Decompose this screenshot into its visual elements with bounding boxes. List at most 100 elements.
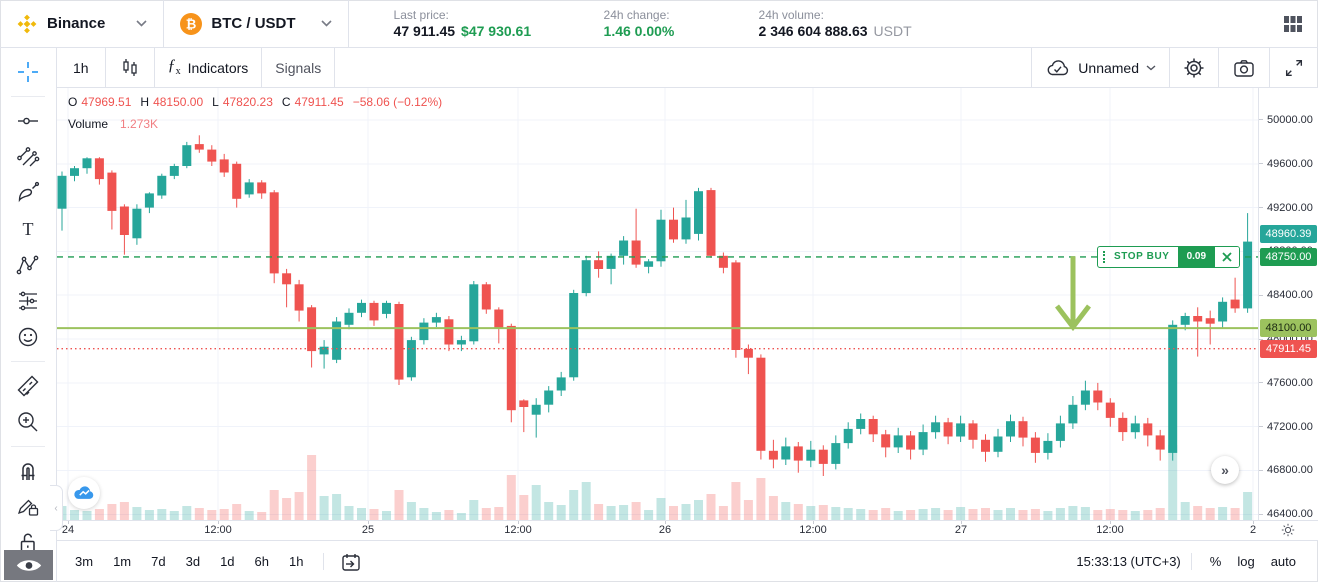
fib-tools-button[interactable]: [9, 139, 47, 175]
price-tick-mark: [1259, 339, 1263, 340]
chart-style-button[interactable]: [106, 48, 154, 87]
volume-bar: [606, 506, 616, 520]
fullscreen-button[interactable]: [1270, 48, 1318, 87]
volume-bar: [581, 482, 591, 520]
go-to-date-button[interactable]: [334, 551, 368, 573]
price-axis-badge[interactable]: 48750.00: [1260, 247, 1317, 266]
timeframe-3d[interactable]: 3d: [185, 554, 201, 569]
volume-bar: [1080, 507, 1090, 520]
candle-body: [94, 158, 104, 180]
candle-body: [644, 261, 654, 267]
volume-bar: [1105, 509, 1115, 520]
zoom-in-tool-button[interactable]: [9, 404, 47, 440]
pair-selector[interactable]: ₿ BTC / USDT: [164, 0, 347, 47]
volume-bar: [157, 509, 167, 520]
time-axis[interactable]: 24 12:00 25 12:00 26 12:00 27 12:00 2: [57, 520, 1318, 540]
order-quantity[interactable]: 0.09: [1177, 246, 1216, 267]
volume-bar: [931, 508, 941, 520]
volume-bar: [107, 504, 117, 520]
exchange-selector[interactable]: Binance: [0, 0, 163, 47]
volume-indicator-label[interactable]: Volume: [68, 117, 109, 131]
clock[interactable]: 15:33:13 (UTC+3): [1076, 554, 1181, 569]
volume-bar: [806, 506, 816, 520]
signals-button[interactable]: Signals: [262, 48, 334, 87]
drag-handle-icon[interactable]: [1103, 250, 1112, 263]
timeframe-1d[interactable]: 1d: [220, 554, 235, 569]
price-axis-badge[interactable]: 48100.00: [1260, 319, 1317, 338]
indicators-button[interactable]: ƒx Indicators: [155, 48, 262, 87]
candle-body: [132, 208, 142, 239]
volume-bar: [357, 508, 366, 520]
volume-bar: [756, 478, 766, 520]
timeframe-3m[interactable]: 3m: [75, 554, 94, 569]
pattern-tool-button[interactable]: [9, 247, 47, 283]
toolbar-separator: [11, 361, 45, 362]
time-tick-label: 26: [658, 524, 672, 536]
interval-button[interactable]: 1h: [57, 48, 105, 87]
volume-bar: [1180, 502, 1190, 520]
divider: [347, 0, 349, 47]
divider: [153, 48, 155, 87]
candle-body: [893, 435, 903, 448]
candle-body: [119, 206, 129, 235]
sun-icon[interactable]: [1280, 522, 1296, 538]
log-scale-button[interactable]: log: [1237, 554, 1255, 569]
stop-buy-order-tag[interactable]: STOP BUY 0.09: [1097, 245, 1241, 268]
chart-column: 1h ƒx Indicators Signals: [57, 48, 1318, 582]
candle-body: [1093, 390, 1103, 403]
price-axis-badge[interactable]: 48960.39: [1260, 224, 1317, 243]
price-axis-badge[interactable]: 47911.45: [1260, 339, 1317, 358]
layout-grid-icon[interactable]: [1281, 12, 1305, 36]
volume-bar: [1018, 510, 1028, 520]
chart-settings-button[interactable]: [1170, 48, 1218, 87]
price-lines[interactable]: [57, 256, 1258, 350]
text-tool-button[interactable]: T: [9, 211, 47, 247]
timeframe-7d[interactable]: 7d: [151, 554, 166, 569]
timeframe-6h[interactable]: 6h: [254, 554, 269, 569]
candle-body: [82, 158, 92, 169]
toolbar-collapse-handle[interactable]: ‹: [50, 485, 63, 531]
hide-drawings-button[interactable]: [4, 550, 53, 580]
candle-body: [144, 193, 154, 208]
magnet-mode-button[interactable]: [9, 453, 47, 489]
candle-body: [70, 168, 79, 176]
emoji-tool-button[interactable]: [9, 319, 47, 355]
volume-bar: [469, 500, 479, 520]
chart-logo[interactable]: [68, 477, 100, 509]
time-tick-label: 27: [954, 524, 968, 536]
volume-bar: [856, 509, 866, 520]
toolbar-separator: [11, 96, 45, 97]
crosshair-tool-button[interactable]: [9, 54, 47, 90]
volume-bar: [456, 513, 466, 520]
down-arrow-drawing[interactable]: [1055, 256, 1091, 332]
measure-tool-button[interactable]: [9, 368, 47, 404]
volume-bar: [1043, 511, 1053, 520]
divider: [1269, 48, 1270, 87]
timeframe-1m[interactable]: 1m: [113, 554, 132, 569]
volume-bars: [57, 445, 1253, 520]
layout-save-button[interactable]: Unnamed: [1032, 48, 1169, 87]
pencil-lock-icon: [17, 499, 39, 516]
percent-scale-button[interactable]: %: [1209, 554, 1222, 569]
candles: [57, 135, 1253, 476]
volume-bar: [94, 509, 104, 520]
forecast-tool-button[interactable]: [9, 283, 47, 319]
snapshot-button[interactable]: [1219, 48, 1269, 87]
divider: [1031, 48, 1033, 87]
scroll-to-realtime-button[interactable]: »: [1211, 456, 1239, 484]
volume-bar: [1093, 510, 1103, 520]
brush-tool-button[interactable]: [9, 175, 47, 211]
price-tick-label: 46800.00: [1267, 464, 1313, 477]
price-tick-mark: [1259, 426, 1263, 427]
candle-body: [456, 340, 466, 345]
auto-scale-button[interactable]: auto: [1270, 554, 1296, 569]
price-axis[interactable]: 50000.0049600.0049200.0048800.0048400.00…: [1258, 88, 1318, 520]
candle-body: [1180, 316, 1190, 325]
layout-name: Unnamed: [1078, 59, 1139, 76]
candle-body: [1018, 421, 1028, 438]
candlestick-plot[interactable]: [57, 88, 1258, 520]
stay-in-drawing-mode-button[interactable]: [9, 489, 47, 525]
cancel-order-button[interactable]: [1215, 246, 1240, 267]
timeframe-1h[interactable]: 1h: [289, 554, 304, 569]
trend-line-tool-button[interactable]: [9, 103, 47, 139]
